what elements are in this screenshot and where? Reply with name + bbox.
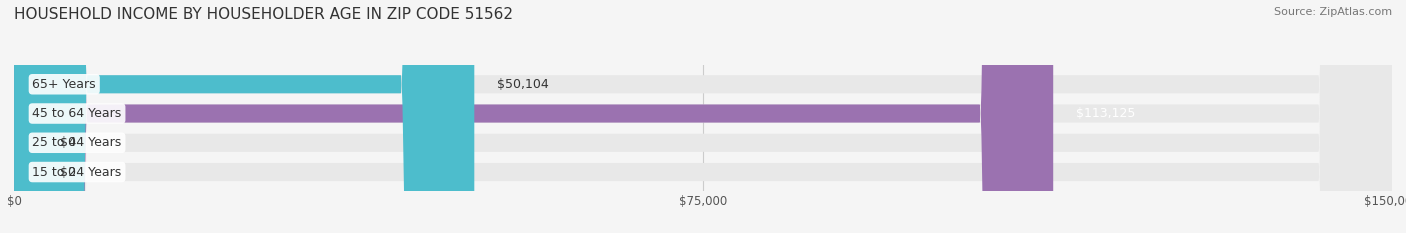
Text: $0: $0	[60, 165, 76, 178]
Text: 25 to 44 Years: 25 to 44 Years	[32, 136, 122, 149]
FancyBboxPatch shape	[14, 0, 474, 233]
FancyBboxPatch shape	[14, 0, 42, 233]
FancyBboxPatch shape	[14, 0, 1392, 233]
FancyBboxPatch shape	[14, 0, 42, 233]
Text: HOUSEHOLD INCOME BY HOUSEHOLDER AGE IN ZIP CODE 51562: HOUSEHOLD INCOME BY HOUSEHOLDER AGE IN Z…	[14, 7, 513, 22]
FancyBboxPatch shape	[14, 0, 1392, 233]
FancyBboxPatch shape	[14, 0, 1053, 233]
Text: $50,104: $50,104	[498, 78, 548, 91]
FancyBboxPatch shape	[14, 0, 1392, 233]
Text: Source: ZipAtlas.com: Source: ZipAtlas.com	[1274, 7, 1392, 17]
Text: $0: $0	[60, 136, 76, 149]
FancyBboxPatch shape	[14, 0, 1392, 233]
Text: 15 to 24 Years: 15 to 24 Years	[32, 165, 122, 178]
Text: 65+ Years: 65+ Years	[32, 78, 96, 91]
Text: $113,125: $113,125	[1076, 107, 1136, 120]
Text: 45 to 64 Years: 45 to 64 Years	[32, 107, 122, 120]
